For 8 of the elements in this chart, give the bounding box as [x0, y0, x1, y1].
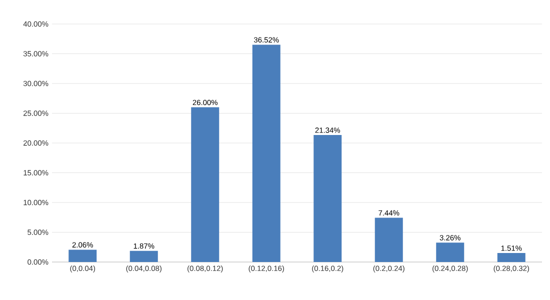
- bar: [374, 218, 403, 262]
- bar: [68, 250, 97, 262]
- bar: [130, 250, 158, 262]
- bar: [497, 253, 526, 262]
- bar: [436, 242, 464, 262]
- bar: [252, 44, 280, 262]
- bar: [191, 107, 220, 262]
- bar: [314, 135, 342, 262]
